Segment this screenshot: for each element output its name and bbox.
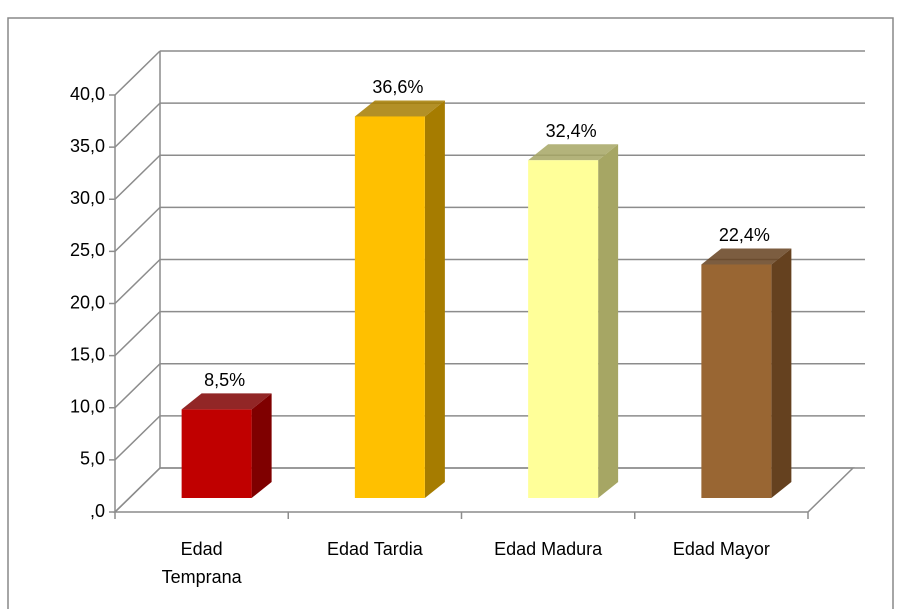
grid-line-side (114, 50, 161, 96)
grid-line-side (114, 467, 161, 513)
grid-line-side (114, 311, 161, 357)
y-tick-label: 25,0 (70, 240, 105, 260)
bar (354, 116, 425, 498)
bar-side (424, 100, 445, 498)
grid-line-side (114, 206, 161, 252)
bar-side (771, 248, 792, 498)
y-tick-label: 15,0 (70, 344, 105, 364)
y-tick-label: 10,0 (70, 397, 105, 417)
bar-top (528, 144, 619, 161)
grid-line-side (114, 415, 161, 461)
bar-side (251, 393, 272, 498)
y-tick-label: 20,0 (70, 292, 105, 312)
bar (701, 264, 772, 498)
y-tick-label: 40,0 (70, 84, 105, 104)
data-label: 36,6% (372, 77, 423, 97)
data-label: 8,5% (204, 370, 245, 390)
bar-top (181, 393, 272, 410)
y-tick-label: 30,0 (70, 188, 105, 208)
grid-line-side (114, 154, 161, 200)
bar-side (598, 144, 619, 499)
bar (181, 409, 252, 498)
grid-line-side (114, 363, 161, 409)
x-tick-label: Edad Temprana (162, 539, 243, 587)
grid-line-side (114, 102, 161, 148)
y-tick-label: 35,0 (70, 136, 105, 156)
data-label: 32,4% (546, 121, 597, 141)
y-tick-label: 5,0 (80, 449, 105, 469)
bar-top (701, 248, 792, 265)
x-tick-label: Edad Tardia (327, 539, 424, 559)
x-tick-label: Edad Madura (494, 539, 603, 559)
y-tick-label: ,0 (90, 501, 105, 521)
data-label: 22,4% (719, 225, 770, 245)
bar (528, 160, 599, 499)
grid-line-side (114, 258, 161, 305)
bar-top (354, 100, 445, 117)
x-tick-label: Edad Mayor (673, 539, 770, 559)
